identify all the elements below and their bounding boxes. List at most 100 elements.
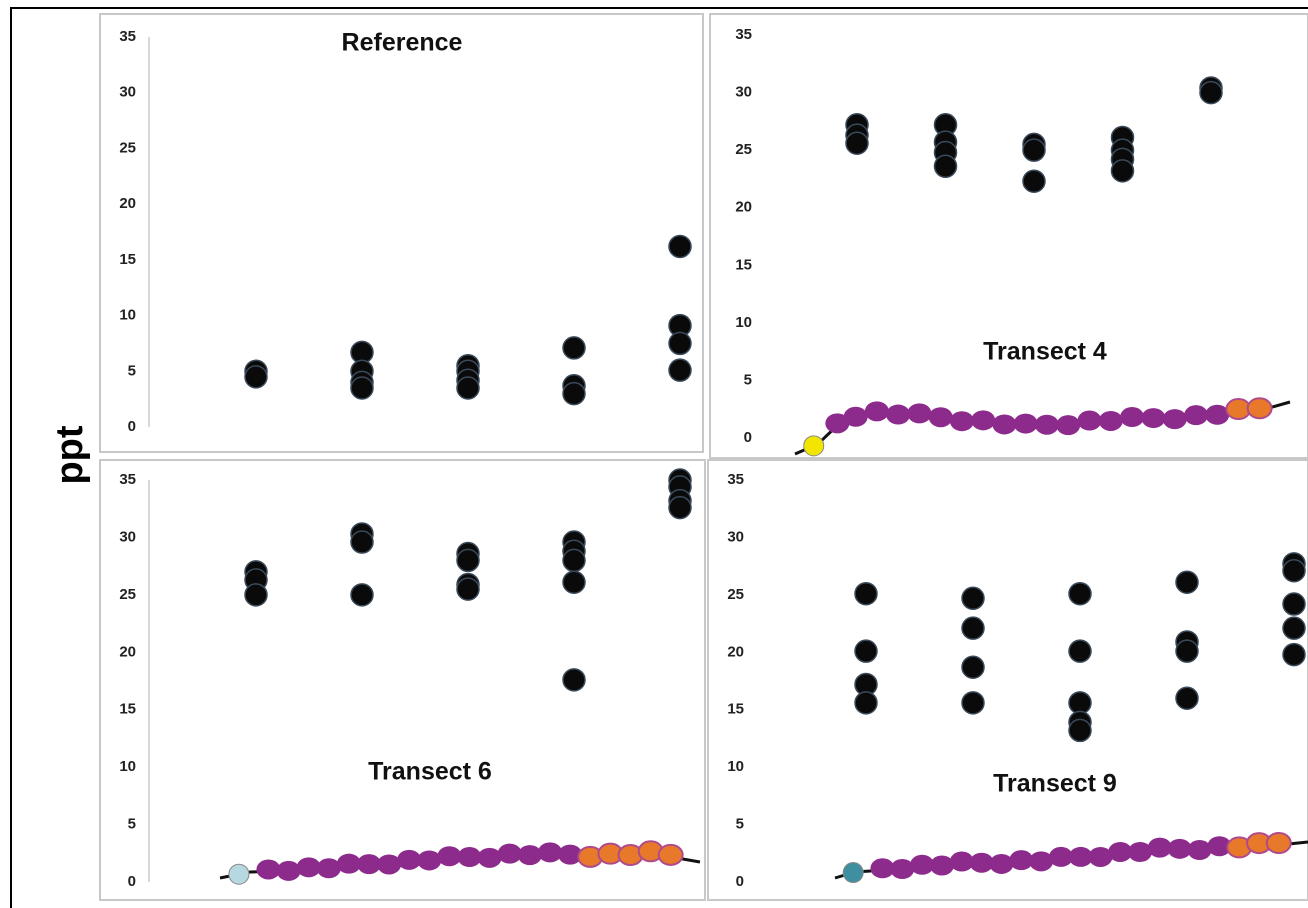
- transect-site: [1205, 404, 1230, 425]
- panel-title: Reference: [342, 29, 463, 57]
- data-point: [961, 586, 985, 611]
- transect-site: [1077, 410, 1102, 431]
- transect-site: [357, 854, 382, 875]
- transect-site: [1056, 415, 1081, 436]
- transect-site: [1141, 408, 1166, 429]
- transect-site: [537, 842, 562, 863]
- transect-site: [296, 857, 321, 878]
- y-tick-label: 0: [128, 873, 136, 890]
- transect-site: [457, 847, 482, 868]
- data-point: [1068, 691, 1092, 715]
- data-point: [845, 131, 869, 155]
- transect-site: [1147, 837, 1172, 858]
- transect-site: [929, 855, 954, 876]
- data-point: [562, 548, 586, 573]
- y-tick-label: 10: [119, 758, 136, 775]
- data-point: [350, 583, 374, 607]
- data-point: [350, 530, 374, 554]
- transect-site: [907, 403, 932, 424]
- transect-site: [437, 846, 462, 867]
- panel: 0 5 10 15 20 25 30 35 Transect 6: [99, 459, 706, 901]
- transect-site: [316, 858, 341, 879]
- data-point: [668, 331, 692, 356]
- y-tick-label: 30: [727, 528, 744, 545]
- y-axis-label: ppt: [49, 425, 91, 484]
- transect-site: [1009, 850, 1034, 871]
- data-point: [1282, 642, 1306, 667]
- y-tick-label: 30: [119, 84, 136, 101]
- data-point: [1282, 592, 1306, 616]
- y-tick-label: 10: [735, 314, 752, 331]
- transect-site: [886, 404, 911, 425]
- panel-title: Transect 4: [983, 338, 1107, 366]
- transect-site: [1013, 413, 1038, 434]
- transect-start: [803, 435, 825, 457]
- transect-site: [1034, 414, 1059, 435]
- y-tick-label: 0: [744, 429, 752, 446]
- y-tick-label: 25: [727, 586, 744, 603]
- transect-site: [1108, 841, 1133, 862]
- transect-site: [890, 859, 915, 880]
- data-point: [1022, 138, 1046, 162]
- panel-title: Transect 9: [993, 770, 1117, 798]
- y-tick-label: 20: [119, 195, 136, 212]
- y-tick-label: 5: [128, 816, 136, 833]
- transect-site: [497, 843, 522, 864]
- transect-site: [1246, 397, 1273, 420]
- y-tick-label: 15: [735, 256, 752, 273]
- transect-site: [1029, 851, 1054, 872]
- transect-site: [657, 843, 684, 866]
- transect-site: [276, 860, 301, 881]
- data-point: [1068, 581, 1092, 606]
- data-point: [244, 583, 268, 607]
- data-point: [562, 570, 586, 594]
- transect-site: [558, 844, 583, 865]
- transect-site: [949, 851, 974, 872]
- transect-site: [1187, 840, 1212, 861]
- data-point: [668, 358, 692, 382]
- transect-site: [1098, 410, 1123, 431]
- panel-frame: [99, 13, 704, 453]
- y-tick-label: 30: [735, 84, 752, 101]
- y-tick-label: 25: [119, 586, 136, 603]
- transect-site: [1167, 838, 1192, 859]
- transect-site: [864, 401, 889, 422]
- transect-site: [377, 854, 402, 875]
- transect-site: [910, 854, 935, 875]
- transect-site: [517, 845, 542, 866]
- data-point: [668, 495, 692, 520]
- panel: 0 5 10 15 20 25 30 35 Reference: [99, 13, 704, 453]
- data-point: [1022, 169, 1046, 193]
- y-tick-label: 25: [119, 139, 136, 156]
- transect-site: [397, 849, 422, 870]
- y-tick-label: 0: [128, 418, 136, 435]
- data-point: [854, 639, 878, 663]
- transect-site: [949, 411, 974, 432]
- y-tick-label: 15: [119, 251, 136, 268]
- data-point: [350, 376, 374, 400]
- data-point: [562, 381, 586, 406]
- data-point: [1282, 558, 1306, 583]
- transect-site: [825, 413, 850, 434]
- transect-site: [1088, 846, 1113, 867]
- transect-site: [256, 859, 281, 880]
- transect-site: [1207, 836, 1232, 857]
- y-tick-label: 35: [735, 26, 752, 43]
- data-point: [1282, 616, 1306, 640]
- y-tick-label: 5: [736, 816, 744, 833]
- transect-site: [870, 858, 895, 879]
- transect-site: [1162, 409, 1187, 430]
- y-tick-label: 35: [727, 471, 744, 488]
- y-tick-label: 10: [727, 758, 744, 775]
- panel: 0 5 10 15 20 25 30 35 Transect 4: [709, 13, 1308, 459]
- data-point: [456, 577, 480, 601]
- data-point: [562, 336, 586, 360]
- panel-frame: [99, 459, 706, 901]
- y-tick-label: 10: [119, 307, 136, 324]
- transect-site: [989, 853, 1014, 874]
- transect-site: [992, 414, 1017, 435]
- transect-site: [969, 852, 994, 873]
- transect-site: [1048, 846, 1073, 867]
- y-tick-label: 15: [119, 701, 136, 718]
